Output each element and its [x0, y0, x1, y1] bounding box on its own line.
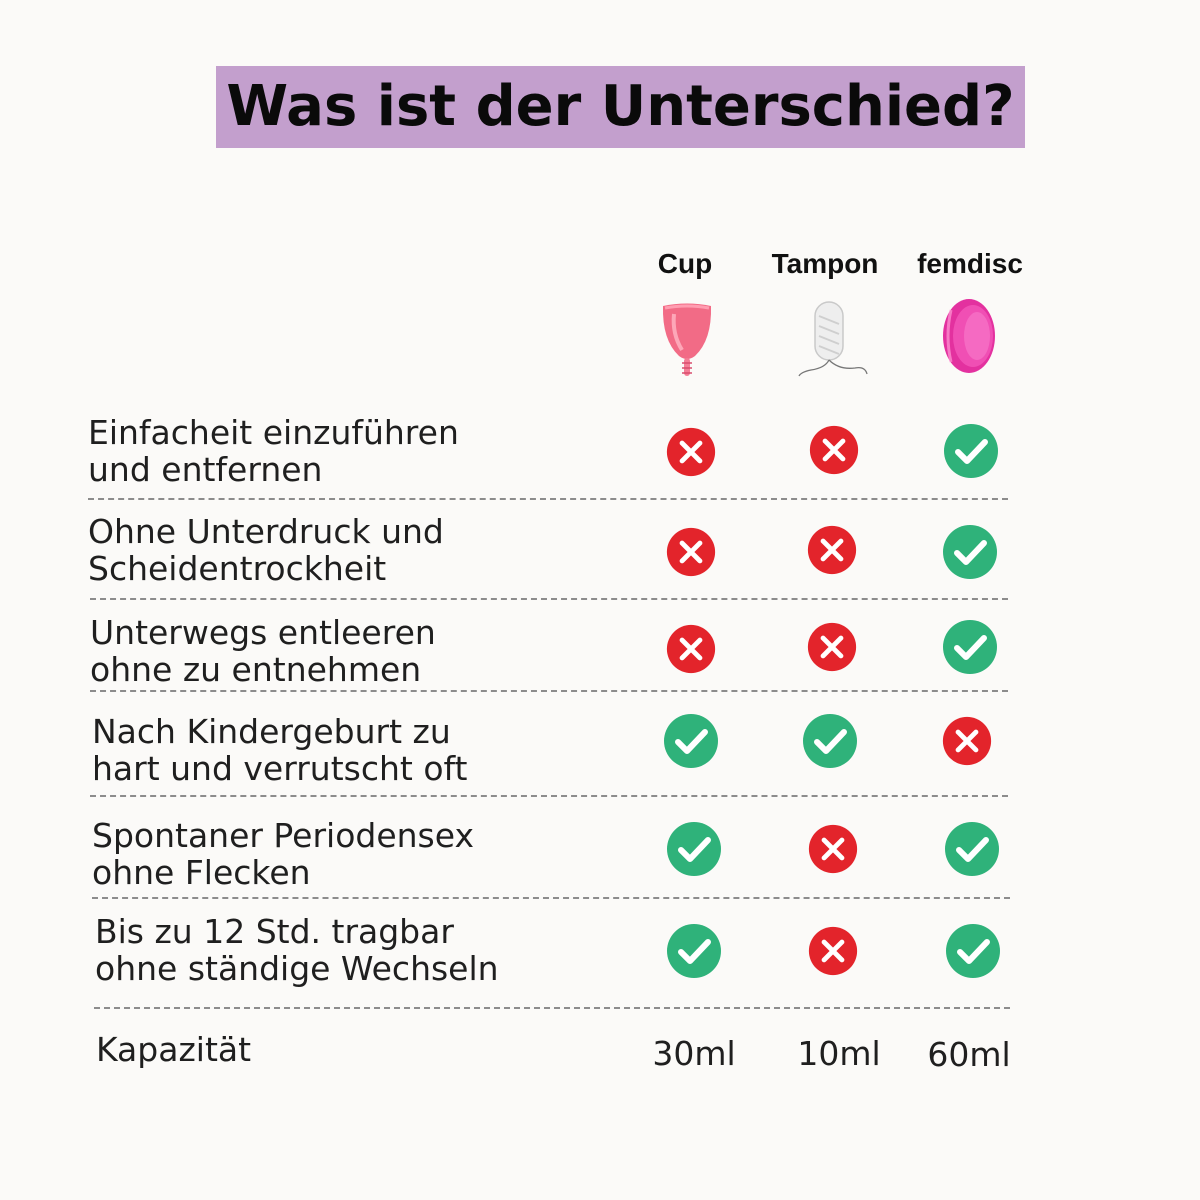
capacity-value-tampon: 10ml — [797, 1034, 881, 1073]
check-icon — [803, 714, 857, 768]
check-icon — [946, 924, 1000, 978]
menstrual-disc-icon — [943, 299, 995, 373]
capacity-label: Kapazität — [96, 1030, 252, 1069]
cross-icon — [807, 525, 857, 575]
column-header-cup: Cup — [657, 248, 713, 279]
row-label-line: Scheidentrockheit — [88, 549, 387, 588]
cross-icon — [807, 622, 857, 672]
row-label-line: hart und verrutscht oft — [92, 749, 468, 788]
row-divider — [90, 598, 1008, 600]
tampon-icon — [798, 301, 868, 377]
column-header-femdisc: femdisc — [917, 248, 1023, 279]
cross-icon — [808, 824, 858, 874]
row-label-line: ohne zu entnehmen — [90, 650, 422, 689]
row-label-line: ohne ständige Wechseln — [95, 949, 499, 988]
cross-icon — [666, 527, 716, 577]
column-header-tampon: Tampon — [771, 248, 879, 279]
row-label-line: ohne Flecken — [92, 853, 311, 892]
row-divider — [88, 498, 1008, 500]
cross-icon — [666, 624, 716, 674]
row-divider — [94, 1007, 1010, 1009]
cross-icon — [808, 926, 858, 976]
row-label-line: Einfacheit einzuführen — [88, 413, 459, 452]
check-icon — [943, 620, 997, 674]
title-banner: Was ist der Unterschied? — [216, 66, 1025, 148]
check-icon — [667, 924, 721, 978]
row-divider — [90, 690, 1008, 692]
row-divider — [90, 795, 1008, 797]
row-label-line: Bis zu 12 Std. tragbar — [95, 912, 454, 951]
cross-icon — [666, 427, 716, 477]
check-icon — [944, 424, 998, 478]
check-icon — [943, 525, 997, 579]
row-label-easy-insertion: Einfacheit einzuführen und entfernen — [88, 414, 608, 488]
row-label-line: Unterwegs entleeren — [90, 613, 436, 652]
cross-icon — [809, 425, 859, 475]
row-divider — [92, 897, 1010, 899]
capacity-value-femdisc: 60ml — [927, 1035, 1011, 1074]
check-icon — [667, 822, 721, 876]
row-label-after-childbirth: Nach Kindergeburt zu hart und verrutscht… — [92, 713, 612, 787]
row-label-period-sex: Spontaner Periodensex ohne Flecken — [92, 817, 612, 891]
cross-icon — [942, 716, 992, 766]
check-icon — [945, 822, 999, 876]
check-icon — [664, 714, 718, 768]
row-label-line: Spontaner Periodensex — [92, 816, 474, 855]
menstrual-cup-icon — [662, 303, 712, 376]
capacity-value-cup: 30ml — [652, 1034, 736, 1073]
row-label-line: Nach Kindergeburt zu — [92, 712, 451, 751]
page-title: Was ist der Unterschied? — [226, 74, 1015, 139]
row-label-line: Ohne Unterdruck und — [88, 512, 444, 551]
row-label-12h-wear: Bis zu 12 Std. tragbar ohne ständige Wec… — [95, 913, 615, 987]
row-label-line: und entfernen — [88, 450, 323, 489]
row-label-no-suction: Ohne Unterdruck und Scheidentrockheit — [88, 513, 608, 587]
row-label-empty-on-the-go: Unterwegs entleeren ohne zu entnehmen — [90, 614, 610, 688]
